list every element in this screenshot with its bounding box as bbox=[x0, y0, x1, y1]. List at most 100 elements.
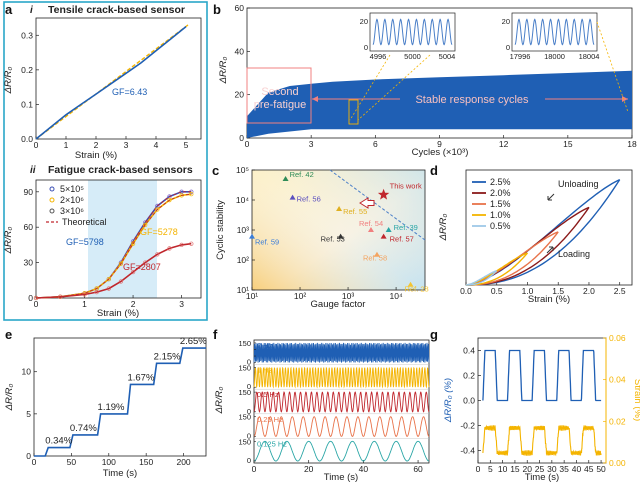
c-point bbox=[373, 251, 380, 257]
c-ytick-label: 10⁴ bbox=[236, 195, 249, 205]
e-xtick-label: 150 bbox=[139, 457, 153, 467]
inset-1-callout-r bbox=[357, 54, 431, 121]
f-ytick-label: 0 bbox=[247, 407, 251, 416]
d-unload-curve bbox=[465, 206, 590, 286]
g-xtick-label: 50 bbox=[596, 464, 606, 474]
c-point-label: Ref. 54 bbox=[359, 219, 383, 228]
f-ytick-label: 0 bbox=[247, 358, 251, 367]
plot-e-frame bbox=[33, 337, 207, 457]
a-ii-point bbox=[106, 286, 111, 291]
legend-marker-2e6 bbox=[49, 197, 55, 203]
c-point-label: Ref. 56 bbox=[297, 195, 321, 204]
d-legend-label: 2.5% bbox=[490, 177, 511, 187]
b-xtick-label: 12 bbox=[499, 139, 509, 149]
plot-e-ticks: 0 50 100 150 200 0 5 10 bbox=[22, 367, 191, 467]
plot-d-loading: Loading bbox=[558, 249, 590, 259]
inset-ytick-label: 20 bbox=[360, 17, 368, 26]
legend-marker-3e6 bbox=[49, 208, 55, 214]
b-xtick-label: 0 bbox=[245, 139, 250, 149]
a-ii-point bbox=[155, 252, 160, 257]
g-ytick-label: 0.2 bbox=[463, 371, 475, 381]
f-xtick-label: 0 bbox=[252, 464, 257, 474]
f-ytick-label: 150 bbox=[238, 437, 251, 446]
plot-g: 0 5 10 15 20 25 30 35 40 45 50 -0.4 -0.2 0.0 0.2 0.4 0.0… bbox=[443, 333, 640, 483]
inset-1-marker bbox=[348, 99, 359, 125]
plot-b-prefatigue: pre-fatigue bbox=[254, 99, 307, 111]
plot-f-xlabel: Time (s) bbox=[324, 472, 358, 483]
c-ytick-label: 10¹ bbox=[237, 285, 249, 295]
a-i-xtick-label: 4 bbox=[154, 140, 159, 150]
e-step-label: 1.19% bbox=[98, 402, 125, 413]
plot-c-points: Ref. 42 Ref. 56 Ref. 55 Ref. 59 Ref. 53 Ref. … bbox=[249, 170, 429, 294]
e-ytick-label: 10 bbox=[22, 367, 32, 377]
b-ytick-label: 20 bbox=[235, 90, 245, 100]
g-y2tick-label: 0.00 bbox=[609, 458, 626, 468]
plot-e-ylabel: ΔR/R₀ bbox=[4, 384, 15, 412]
panel-letter-e: e bbox=[5, 327, 12, 342]
b-xtick-label: 3 bbox=[309, 139, 314, 149]
c-point bbox=[407, 281, 414, 287]
inset-xtick-label: 17996 bbox=[510, 52, 531, 61]
plot-a-i: 0 1 2 3 4 5 0.0 0.1 0.2 0.3 GF=6.43 Strain (%) ΔR… bbox=[3, 17, 202, 161]
plot-e-line bbox=[34, 347, 206, 457]
c-point bbox=[337, 233, 344, 239]
e-xtick-label: 200 bbox=[176, 457, 190, 467]
a-ii-point bbox=[167, 197, 172, 203]
c-point bbox=[282, 176, 289, 182]
plot-f-frame bbox=[253, 339, 430, 464]
legend-label-theory: Theoretical bbox=[62, 217, 107, 227]
f-lane-label: 0.25 Hz bbox=[257, 415, 283, 424]
inset-1-wave bbox=[372, 18, 453, 46]
a-i-xtick-label: 5 bbox=[184, 140, 189, 150]
plot-g-y2label: Strain (%) bbox=[632, 379, 640, 421]
plot-d-xlabel: Strain (%) bbox=[528, 294, 570, 305]
c-point-label: Ref. 28 bbox=[405, 285, 429, 294]
a-i-xtick-label: 0 bbox=[34, 140, 39, 150]
a-ii-theory-line bbox=[35, 243, 192, 299]
plot-b-inset-1: 4996 5000 5004 0 20 bbox=[348, 12, 456, 125]
plot-d-load-arrow bbox=[546, 246, 554, 254]
c-point-label: Ref. 55 bbox=[343, 207, 367, 216]
e-xtick-label: 100 bbox=[102, 457, 116, 467]
d-legend-label: 2.0% bbox=[490, 188, 511, 198]
plot-a-ii-shade bbox=[88, 180, 157, 298]
f-ytick-label: 150 bbox=[238, 388, 251, 397]
plot-a-i-ylabel: ΔR/R₀ bbox=[3, 67, 14, 95]
d-unload-curve bbox=[465, 270, 497, 286]
plot-a-i-theory-line bbox=[35, 23, 190, 140]
a-i-ytick-label: 0.3 bbox=[21, 30, 33, 40]
b-xtick-label: 6 bbox=[373, 139, 378, 149]
a-ii-xtick-label: 3 bbox=[179, 299, 184, 309]
plot-g-resistance bbox=[482, 349, 602, 402]
plot-b-inset-2: 17996 18000 18004 0 20 bbox=[502, 12, 629, 113]
plot-c-bg2 bbox=[252, 170, 425, 290]
b-xtick-label: 9 bbox=[437, 139, 442, 149]
d-legend-label: 0.5% bbox=[490, 221, 511, 231]
f-ytick-label: 150 bbox=[238, 413, 251, 422]
inset-ytick-label: 0 bbox=[506, 43, 510, 52]
f-xtick-label: 20 bbox=[304, 464, 314, 474]
a-ii-point bbox=[118, 279, 124, 284]
d-load-curve bbox=[466, 270, 498, 286]
c-point-label: Ref. 58 bbox=[363, 254, 387, 263]
f-ytick-label: 0 bbox=[247, 456, 251, 465]
f-lane-label: 0.125 Hz bbox=[257, 439, 287, 448]
legend-label-5e5: 5×10⁵ bbox=[60, 184, 84, 194]
plot-a-i-line bbox=[35, 25, 187, 140]
e-step-label: 0.34% bbox=[45, 436, 72, 447]
plot-e-step-labels: 0.34% 0.74%1.19% 1.67%2.15% 2.65% bbox=[45, 336, 207, 446]
c-point-label: Ref. 53 bbox=[321, 235, 345, 244]
f-lane-label: 0.5 Hz bbox=[257, 390, 279, 399]
d-xtick-label: 2.0 bbox=[583, 286, 595, 296]
plot-c-xlabel: Gauge factor bbox=[311, 299, 366, 310]
plot-a-i-ticks: 0 1 2 3 4 5 0.0 0.1 0.2 0.3 bbox=[21, 30, 188, 150]
f-lane-label: 2 Hz bbox=[257, 341, 273, 350]
a-ii-xtick-label: 0 bbox=[34, 299, 39, 309]
b-xtick-label: 18 bbox=[627, 139, 637, 149]
g-xtick-label: 5 bbox=[488, 464, 493, 474]
inset-2-wave bbox=[514, 18, 595, 46]
plot-d-ticks: 0.0 0.5 1.0 1.5 2.0 2.5 bbox=[460, 282, 626, 296]
plot-a-ii-ylabel: ΔR/R₀ bbox=[3, 227, 14, 255]
c-xtick-label: 10¹ bbox=[246, 291, 258, 301]
